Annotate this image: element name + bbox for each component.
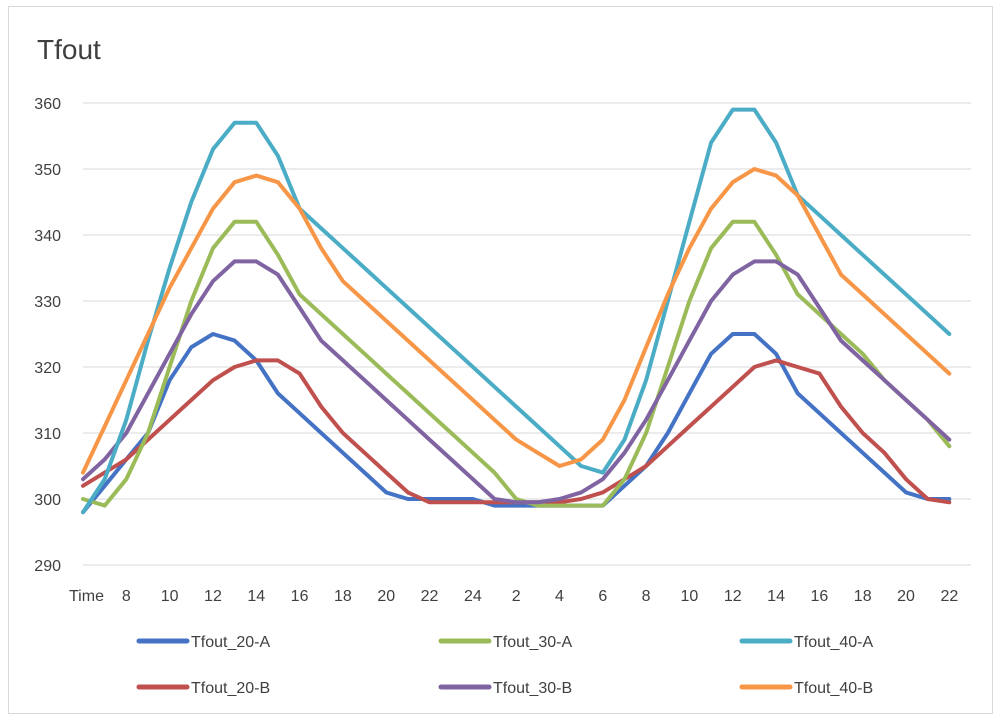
x-tick-label: 14 [247,588,265,605]
legend-label: Tfout_20-A [191,634,270,651]
line-chart: Tfout 290 300 310 320 330 340 350 360 Time 8 10 12… [34,34,971,697]
x-tick-label: 4 [555,588,564,605]
x-tick-label: 14 [767,588,785,605]
x-tick-label: 24 [464,588,482,605]
series-line-Tfout_40-A [81,107,952,515]
series-line-Tfout_20-B [81,358,952,505]
y-tick-label: 310 [34,426,61,443]
legend-label: Tfout_40-B [794,680,873,697]
series-line-Tfout_20-A [81,332,952,515]
x-tick-label: 8 [642,588,651,605]
x-tick-label: 18 [334,588,352,605]
x-tick-label: 22 [940,588,958,605]
series-line-Tfout_30-A [81,219,952,508]
x-tick-label: Time [69,588,104,605]
x-tick-label: 18 [854,588,872,605]
y-tick-label: 360 [34,96,61,113]
legend-label: Tfout_40-A [794,634,873,651]
y-tick-label: 290 [34,558,61,575]
x-tick-label: 12 [204,588,222,605]
y-tick-label: 330 [34,294,61,311]
legend-label: Tfout_30-B [493,680,572,697]
x-tick-label: 16 [291,588,309,605]
legend: Tfout_20-A Tfout_30-A Tfout_40-A Tfout_20-B… [136,634,873,697]
x-tick-label: 8 [122,588,131,605]
x-tick-label: 20 [897,588,915,605]
y-tick-label: 340 [34,228,61,245]
chart-frame: Tfout 290 300 310 320 330 340 350 360 Time 8 10 12… [8,6,993,714]
x-tick-label: 10 [681,588,699,605]
x-tick-label: 16 [810,588,828,605]
series-line-Tfout_40-B [81,167,952,475]
x-tick-label: 2 [512,588,521,605]
legend-label: Tfout_20-B [191,680,270,697]
y-tick-label: 350 [34,162,61,179]
x-tick-label: 22 [421,588,439,605]
y-tick-label: 300 [34,492,61,509]
x-axis-ticks: Time 8 10 12 14 16 18 20 22 24 2 4 6 8 10 12 14 16 18 20 22 [69,588,958,605]
y-axis-ticks: 290 300 310 320 330 340 350 360 [34,96,61,575]
series-lines [81,107,952,515]
series-line-Tfout_30-B [81,259,952,505]
y-tick-label: 320 [34,360,61,377]
x-tick-label: 20 [377,588,395,605]
legend-label: Tfout_30-A [493,634,572,651]
x-tick-label: 6 [598,588,607,605]
x-tick-label: 10 [161,588,179,605]
chart-title: Tfout [37,34,101,65]
x-tick-label: 12 [724,588,742,605]
